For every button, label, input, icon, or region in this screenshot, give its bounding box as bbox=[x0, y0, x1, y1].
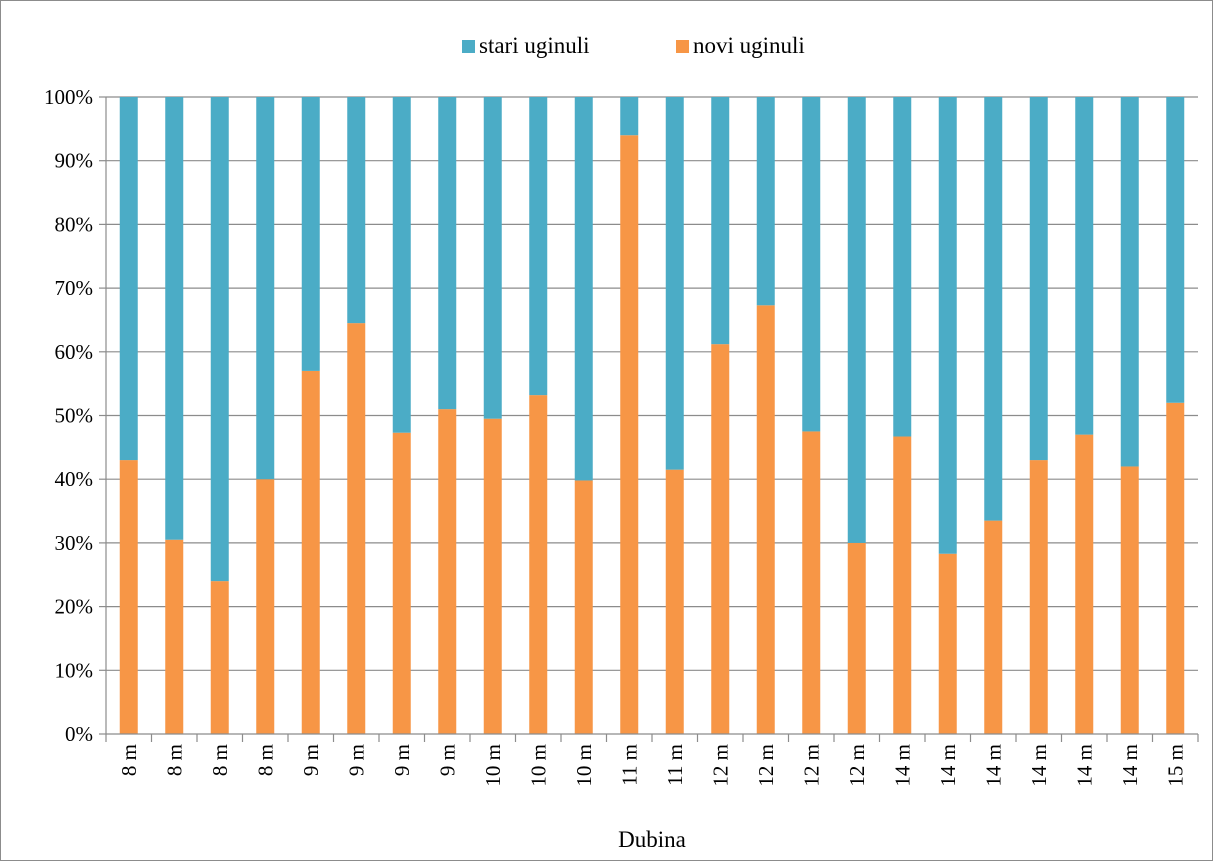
bar-segment-stari-uginuli bbox=[938, 97, 957, 554]
bar-segment-stari-uginuli bbox=[119, 97, 138, 461]
bar-segment-novi-uginuli bbox=[756, 305, 775, 734]
bar-segment-stari-uginuli bbox=[392, 97, 411, 433]
bar-segment-novi-uginuli bbox=[984, 520, 1003, 734]
y-tick-label: 60% bbox=[55, 340, 94, 364]
x-tick-label: 8 m bbox=[208, 744, 232, 776]
x-tick-label: 12 m bbox=[708, 744, 732, 787]
bar-segment-novi-uginuli bbox=[665, 469, 684, 734]
bar-segment-stari-uginuli bbox=[529, 97, 548, 396]
x-tick-label: 9 m bbox=[390, 744, 414, 776]
legend-swatch bbox=[676, 40, 689, 53]
bar-segment-novi-uginuli bbox=[438, 409, 457, 734]
bar-segment-novi-uginuli bbox=[893, 436, 912, 734]
bars bbox=[119, 97, 1185, 735]
x-tick-label: 14 m bbox=[1072, 744, 1096, 787]
x-tick-label: 14 m bbox=[1027, 744, 1051, 787]
bar-segment-stari-uginuli bbox=[165, 97, 184, 540]
bar-segment-novi-uginuli bbox=[483, 418, 502, 734]
x-tick-label: 8 m bbox=[253, 744, 277, 776]
x-tick-label: 9 m bbox=[435, 744, 459, 776]
legend-label: novi uginuli bbox=[693, 33, 805, 58]
x-tick-label: 11 m bbox=[663, 744, 687, 786]
bar-segment-novi-uginuli bbox=[1029, 460, 1048, 734]
y-tick-labels: 0% 10% 20% 30% 40% 50% 60% 70% 80% 90% 100% bbox=[44, 85, 106, 746]
y-tick-label: 50% bbox=[55, 404, 94, 428]
bar-segment-stari-uginuli bbox=[483, 97, 502, 419]
x-tick-label: 10 m bbox=[572, 744, 596, 787]
x-tick-label: 9 m bbox=[344, 744, 368, 776]
bar-segment-stari-uginuli bbox=[893, 97, 912, 437]
bar-segment-novi-uginuli bbox=[392, 432, 411, 734]
bar-segment-novi-uginuli bbox=[210, 581, 229, 734]
bar-segment-stari-uginuli bbox=[1029, 97, 1048, 461]
bar-segment-stari-uginuli bbox=[756, 97, 775, 306]
bar-segment-stari-uginuli bbox=[1120, 97, 1139, 467]
bar-segment-novi-uginuli bbox=[1120, 466, 1139, 734]
x-tick-label: 8 m bbox=[117, 744, 141, 776]
bar-segment-novi-uginuli bbox=[574, 480, 593, 734]
bar-segment-novi-uginuli bbox=[711, 344, 730, 734]
y-tick-label: 30% bbox=[55, 531, 94, 555]
x-tick-label: 10 m bbox=[526, 744, 550, 787]
x-tick-label: 12 m bbox=[845, 744, 869, 787]
bar-segment-stari-uginuli bbox=[1075, 97, 1094, 435]
bar-segment-stari-uginuli bbox=[665, 97, 684, 470]
bar-segment-novi-uginuli bbox=[802, 431, 821, 734]
y-tick-label: 10% bbox=[55, 658, 94, 682]
x-tick-label: 9 m bbox=[299, 744, 323, 776]
bar-segment-novi-uginuli bbox=[119, 460, 138, 734]
y-tick-label: 20% bbox=[55, 595, 94, 619]
bar-segment-novi-uginuli bbox=[529, 395, 548, 734]
x-tick-label: 14 m bbox=[890, 744, 914, 787]
x-tick-label: 8 m bbox=[162, 744, 186, 776]
y-tick-label: 100% bbox=[44, 85, 93, 109]
y-tick-label: 0% bbox=[65, 722, 93, 746]
bar-segment-stari-uginuli bbox=[256, 97, 275, 480]
x-tick-label: 14 m bbox=[981, 744, 1005, 787]
y-tick-label: 80% bbox=[55, 212, 94, 236]
x-tick-label: 10 m bbox=[481, 744, 505, 787]
bar-segment-stari-uginuli bbox=[620, 97, 639, 136]
bar-segment-novi-uginuli bbox=[1166, 402, 1185, 734]
bar-segment-stari-uginuli bbox=[802, 97, 821, 432]
bar-segment-novi-uginuli bbox=[301, 370, 320, 734]
gridlines bbox=[106, 96, 1198, 671]
y-tick-label: 90% bbox=[55, 149, 94, 173]
bar-segment-novi-uginuli bbox=[847, 542, 866, 734]
x-tick-labels: 8 m 8 m 8 m 8 m 9 m 9 m 9 m 9 m 10 m 10 m 10 m 11 m… bbox=[117, 744, 1188, 787]
x-tick-label: 15 m bbox=[1163, 744, 1187, 787]
bar-segment-stari-uginuli bbox=[574, 97, 593, 481]
bar-segment-novi-uginuli bbox=[620, 135, 639, 735]
x-tick-label: 14 m bbox=[1118, 744, 1142, 787]
bar-segment-novi-uginuli bbox=[256, 479, 275, 734]
bar-segment-novi-uginuli bbox=[1075, 434, 1094, 734]
bar-segment-novi-uginuli bbox=[165, 539, 184, 734]
bar-segment-stari-uginuli bbox=[711, 97, 730, 345]
bar-segment-stari-uginuli bbox=[210, 97, 229, 582]
x-tick-label: 14 m bbox=[936, 744, 960, 787]
legend-label: stari uginuli bbox=[479, 33, 590, 58]
x-tick-label: 12 m bbox=[754, 744, 778, 787]
bar-segment-novi-uginuli bbox=[347, 323, 366, 734]
x-axis-title: Dubina bbox=[618, 827, 686, 852]
bar-segment-stari-uginuli bbox=[1166, 97, 1185, 403]
bar-segment-stari-uginuli bbox=[347, 97, 366, 324]
y-tick-label: 70% bbox=[55, 276, 94, 300]
bar-segment-stari-uginuli bbox=[847, 97, 866, 543]
y-tick-label: 40% bbox=[55, 467, 94, 491]
bar-segment-stari-uginuli bbox=[438, 97, 457, 410]
x-tick-label: 11 m bbox=[617, 744, 641, 786]
bar-segment-stari-uginuli bbox=[984, 97, 1003, 521]
bar-segment-novi-uginuli bbox=[938, 553, 957, 734]
legend-swatch bbox=[462, 40, 475, 53]
legend: stari uginuli novi uginuli bbox=[462, 33, 805, 58]
bar-segment-stari-uginuli bbox=[301, 97, 320, 371]
x-tick-label: 12 m bbox=[799, 744, 823, 787]
